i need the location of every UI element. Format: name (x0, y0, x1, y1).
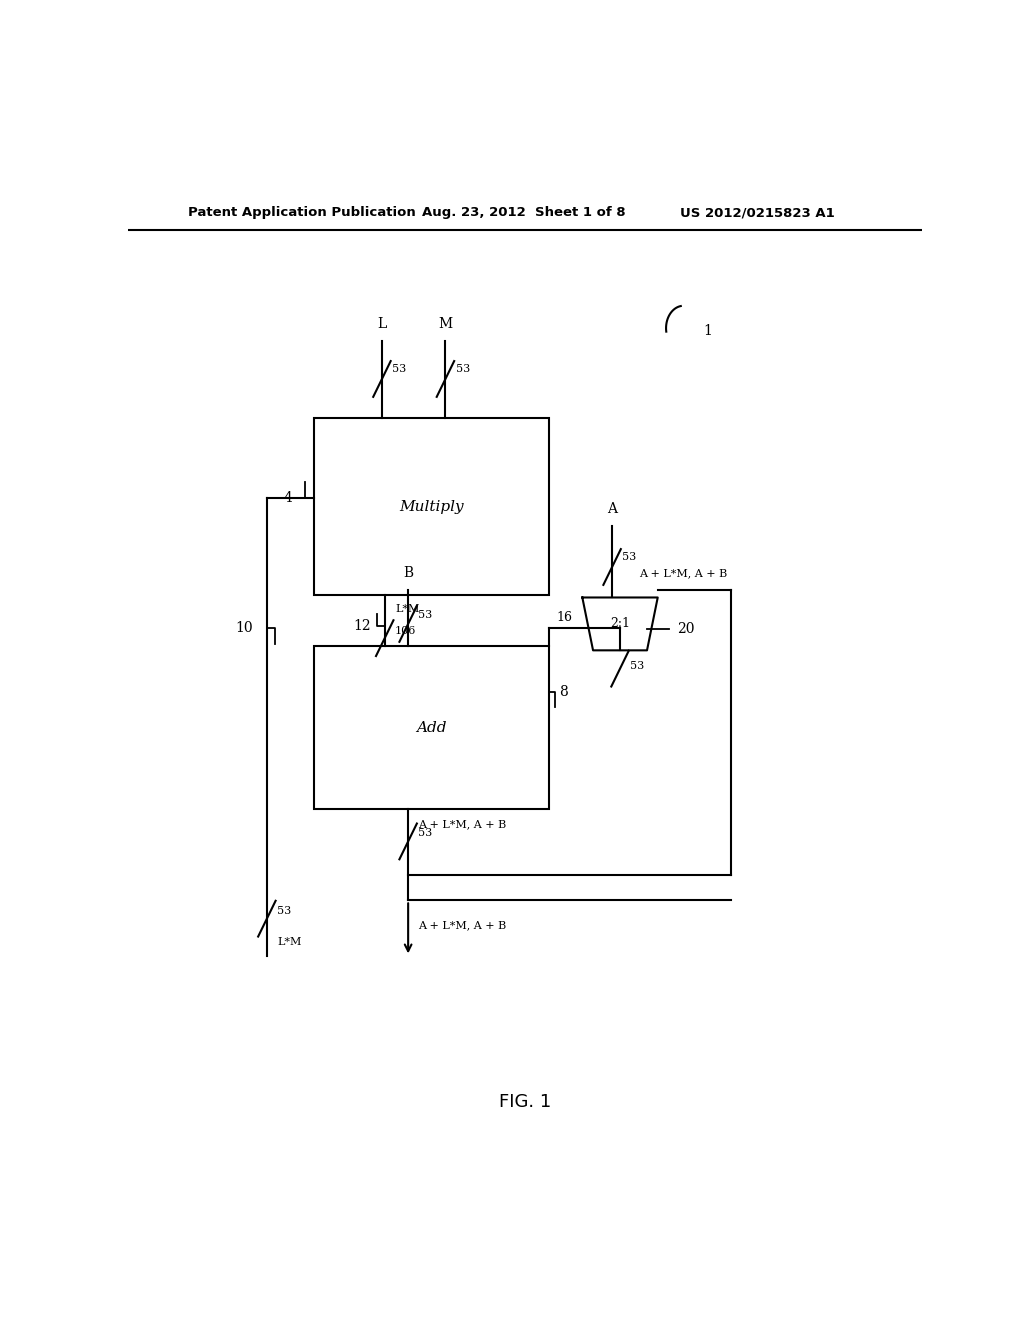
Text: 53: 53 (419, 610, 433, 620)
Text: Patent Application Publication: Patent Application Publication (187, 206, 416, 219)
Text: 53: 53 (419, 829, 433, 838)
Text: L*M: L*M (395, 603, 420, 614)
Text: Aug. 23, 2012  Sheet 1 of 8: Aug. 23, 2012 Sheet 1 of 8 (422, 206, 626, 219)
Text: 1: 1 (703, 325, 713, 338)
Text: 53: 53 (456, 364, 470, 374)
Text: A + L*M, A + B: A + L*M, A + B (639, 568, 727, 578)
Text: FIG. 1: FIG. 1 (499, 1093, 551, 1110)
Text: B: B (403, 566, 414, 581)
Text: A: A (607, 502, 617, 516)
Text: 20: 20 (677, 622, 694, 636)
Text: A + L*M, A + B: A + L*M, A + B (419, 818, 507, 829)
Text: 12: 12 (353, 619, 371, 634)
Text: L: L (377, 317, 387, 331)
Text: 53: 53 (392, 364, 407, 374)
Text: 4: 4 (284, 491, 292, 504)
Text: 53: 53 (278, 906, 292, 916)
Text: A + L*M, A + B: A + L*M, A + B (419, 921, 507, 931)
Text: 8: 8 (559, 685, 567, 698)
Text: Add: Add (417, 721, 446, 735)
Bar (314, 647, 549, 809)
Text: US 2012/0215823 A1: US 2012/0215823 A1 (680, 206, 835, 219)
Text: M: M (438, 317, 453, 331)
Text: 2:1: 2:1 (610, 618, 630, 631)
Text: 106: 106 (395, 626, 417, 636)
Bar (314, 417, 549, 595)
Text: 10: 10 (234, 620, 253, 635)
Text: 16: 16 (557, 611, 572, 624)
Text: 53: 53 (631, 660, 644, 671)
Text: 53: 53 (623, 552, 637, 562)
Text: Multiply: Multiply (399, 499, 464, 513)
Text: L*M: L*M (278, 937, 302, 946)
